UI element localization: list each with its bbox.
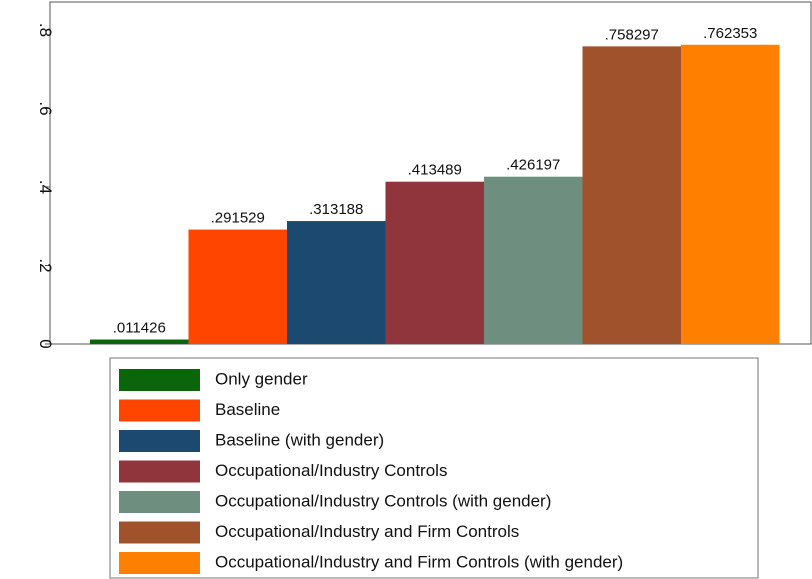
legend-swatch <box>119 460 200 483</box>
value-label: .011426 <box>113 320 166 337</box>
legend-swatch <box>119 521 200 544</box>
y-tick-label: .8 <box>36 23 55 37</box>
legend-label: Baseline (with gender) <box>215 430 384 449</box>
y-tick-label: .2 <box>36 258 55 272</box>
legend-label: Baseline <box>215 400 280 419</box>
legend-label: Only gender <box>215 369 308 388</box>
value-label: .413489 <box>408 162 462 179</box>
value-label: .426197 <box>506 157 560 174</box>
legend-swatch <box>119 369 200 391</box>
legend-label: Occupational/Industry Controls (with gen… <box>215 491 551 510</box>
y-tick-label: 0 <box>36 339 55 348</box>
y-tick-label: .4 <box>36 180 55 194</box>
value-label: .762353 <box>703 25 757 42</box>
legend-swatch <box>119 552 200 574</box>
bar <box>385 181 484 344</box>
value-label: .758297 <box>605 26 659 43</box>
legend-label: Occupational/Industry and Firm Controls <box>215 522 519 541</box>
value-label: .291529 <box>211 210 265 227</box>
bar <box>582 46 681 344</box>
bar <box>484 176 583 344</box>
legend-label: Occupational/Industry Controls <box>215 461 447 480</box>
y-tick-label: .6 <box>36 101 55 115</box>
legend-box <box>109 357 759 579</box>
bar <box>188 229 287 344</box>
legend-label: Occupational/Industry and Firm Controls … <box>215 552 623 571</box>
legend-swatch <box>119 491 200 513</box>
bar <box>90 339 189 344</box>
legend-swatch <box>119 399 200 422</box>
value-label: .313188 <box>309 201 363 218</box>
bar <box>681 44 780 344</box>
bar <box>287 221 386 344</box>
legend-swatch <box>119 430 200 452</box>
